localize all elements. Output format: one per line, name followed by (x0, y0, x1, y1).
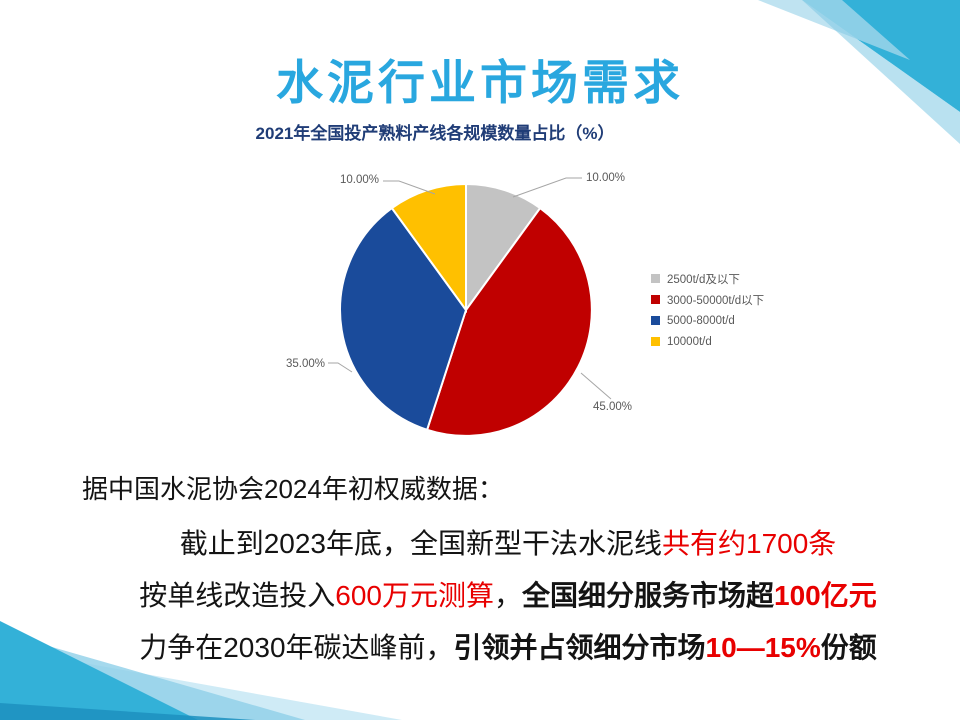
legend-swatch (651, 337, 660, 346)
pie-slice-0 (465, 182, 542, 314)
stat-line-3: 按单线改造投入600万元测算，全国细分服务市场超100亿元 (52, 574, 960, 614)
leader-line-yellow (383, 180, 436, 195)
text-segment-highlight: 600万元测算 (335, 580, 494, 611)
legend-swatch (651, 295, 660, 304)
legend-label: 10000t/d (667, 335, 712, 348)
legend-swatch (651, 316, 660, 325)
legend-item: 3000-50000t/d以下 (651, 289, 764, 310)
text-segment: 截止到2023年底，全国新型干法水泥线 (179, 528, 662, 559)
legend-label: 2500t/d及以下 (667, 273, 740, 286)
text-segment-bold: 份额 (820, 632, 877, 663)
text-segment-bold: 引领并占领细分市场 (453, 632, 706, 663)
pie-label-blue: 35.00% (286, 358, 325, 370)
legend-item: 5000-8000t/d (651, 310, 764, 331)
pie-slice-3 (390, 182, 467, 314)
text-segment: 按单线改造投入 (139, 580, 336, 611)
pie-slice-1 (425, 206, 593, 437)
triangle-dark-bottom-left (0, 703, 255, 720)
leader-line-blue (328, 362, 353, 373)
text-segment-highlight: 共有约1700条 (662, 528, 837, 559)
stat-line-1: 据中国水泥协会2024年初权威数据： (82, 469, 504, 506)
chart-title: 2021年全国投产熟料产线各规模数量占比（%） (255, 124, 615, 143)
pie-label-red: 45.00% (593, 401, 632, 413)
legend-label: 5000-8000t/d (667, 314, 735, 327)
leader-lines (328, 177, 612, 400)
text-segment-bold: 全国细分服务市场超 (522, 580, 775, 611)
pie-label-gray: 10.00% (586, 172, 625, 184)
page-title: 水泥行业市场需求 (276, 56, 684, 109)
stat-line-2: 截止到2023年底，全国新型干法水泥线共有约1700条 (52, 522, 960, 562)
pie-label-yellow: 10.00% (340, 174, 379, 186)
leader-line-red (580, 372, 612, 400)
leader-line-gray (512, 177, 582, 198)
legend-item: 10000t/d (651, 331, 764, 352)
pie-slice-2 (339, 206, 468, 432)
text-segment: ， (493, 580, 522, 611)
text-segment-highlight: 10—15% (705, 632, 821, 663)
text-segment: 据中国水泥协会2024年初权威数据： (82, 474, 504, 504)
pie-slices (339, 182, 593, 437)
legend: 2500t/d及以下 3000-50000t/d以下 5000-8000t/d … (651, 268, 764, 352)
legend-swatch (651, 274, 660, 283)
text-segment: 力争在2030年碳达峰前， (139, 632, 454, 663)
stat-line-4: 力争在2030年碳达峰前，引领并占领细分市场10—15%份额 (52, 626, 960, 666)
legend-item: 2500t/d及以下 (651, 268, 764, 289)
triangle-pale-top-right (758, 0, 910, 60)
legend-label: 3000-50000t/d以下 (667, 294, 765, 307)
text-segment-highlight: 100亿元 (774, 580, 877, 611)
